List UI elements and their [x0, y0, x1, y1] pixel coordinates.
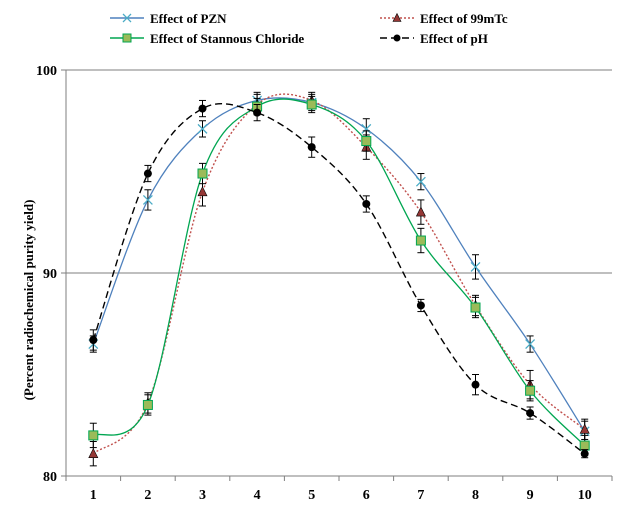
x-tick-label: 7: [417, 488, 424, 503]
grid-lines: [66, 69, 612, 274]
series-1: [88, 91, 590, 467]
data-point: [525, 339, 536, 350]
tick-labels: 1 2 3 4 5 6 7 8 9 10 80 90 100: [36, 64, 592, 503]
legend-marker: [122, 13, 132, 23]
x-tick-label: 3: [199, 488, 206, 503]
legend-item-3: Effect of pH: [380, 31, 488, 46]
series-group: [88, 91, 590, 467]
data-point: [470, 302, 481, 313]
data-point: [471, 380, 480, 389]
legend-label: Effect of pH: [420, 31, 488, 46]
legend-item-0: Effect of PZN: [110, 11, 227, 26]
y-tick-label: 90: [43, 267, 57, 282]
data-point: [415, 176, 426, 187]
data-point: [361, 123, 372, 134]
data-point: [361, 136, 372, 147]
data-point: [306, 99, 317, 110]
legend-item-1: Effect of 99mTc: [380, 11, 508, 26]
legend-marker: [393, 34, 401, 42]
data-point: [470, 261, 481, 272]
data-point: [362, 199, 371, 208]
data-point: [579, 440, 590, 451]
series-line: [92, 103, 586, 455]
y-axis-label: (Percent radiochemical purity yield): [21, 200, 36, 401]
data-point: [142, 194, 153, 205]
data-point: [88, 447, 99, 458]
data-point: [88, 430, 99, 441]
data-point: [197, 168, 208, 179]
legend: Effect of PZN Effect of 99mTc Effect of St…: [110, 11, 508, 46]
data-point: [89, 335, 98, 344]
series-line: [92, 98, 586, 447]
series-2: [88, 95, 590, 457]
y-tick-label: 100: [36, 64, 57, 79]
series-line: [92, 93, 586, 455]
x-tick-label: 1: [90, 488, 97, 503]
series-0: [88, 91, 590, 442]
legend-item-2: Effect of Stannous Chloride: [110, 31, 304, 46]
data-point: [415, 235, 426, 246]
x-tick-label: 6: [363, 488, 370, 503]
data-point: [198, 104, 207, 113]
data-point: [253, 108, 262, 117]
axes: [61, 69, 613, 481]
legend-marker: [392, 12, 402, 22]
series-3: [89, 99, 589, 459]
x-tick-label: 4: [254, 488, 261, 503]
data-point: [197, 186, 208, 197]
x-tick-label: 9: [527, 488, 534, 503]
legend-label: Effect of Stannous Chloride: [150, 31, 304, 46]
data-point: [526, 409, 535, 418]
data-point: [197, 123, 208, 134]
data-point: [142, 399, 153, 410]
x-tick-label: 10: [578, 488, 592, 503]
data-point: [143, 169, 152, 178]
data-point: [580, 449, 589, 458]
data-point: [416, 301, 425, 310]
legend-label: Effect of 99mTc: [420, 11, 508, 26]
data-point: [415, 206, 426, 217]
legend-marker: [122, 33, 132, 43]
data-point: [307, 143, 316, 152]
data-point: [525, 385, 536, 396]
legend-label: Effect of PZN: [150, 11, 227, 26]
y-tick-label: 80: [43, 470, 57, 485]
series-line: [92, 97, 586, 432]
data-point: [579, 423, 590, 434]
x-tick-label: 8: [472, 488, 479, 503]
x-tick-label: 2: [144, 488, 151, 503]
x-tick-label: 5: [308, 488, 315, 503]
